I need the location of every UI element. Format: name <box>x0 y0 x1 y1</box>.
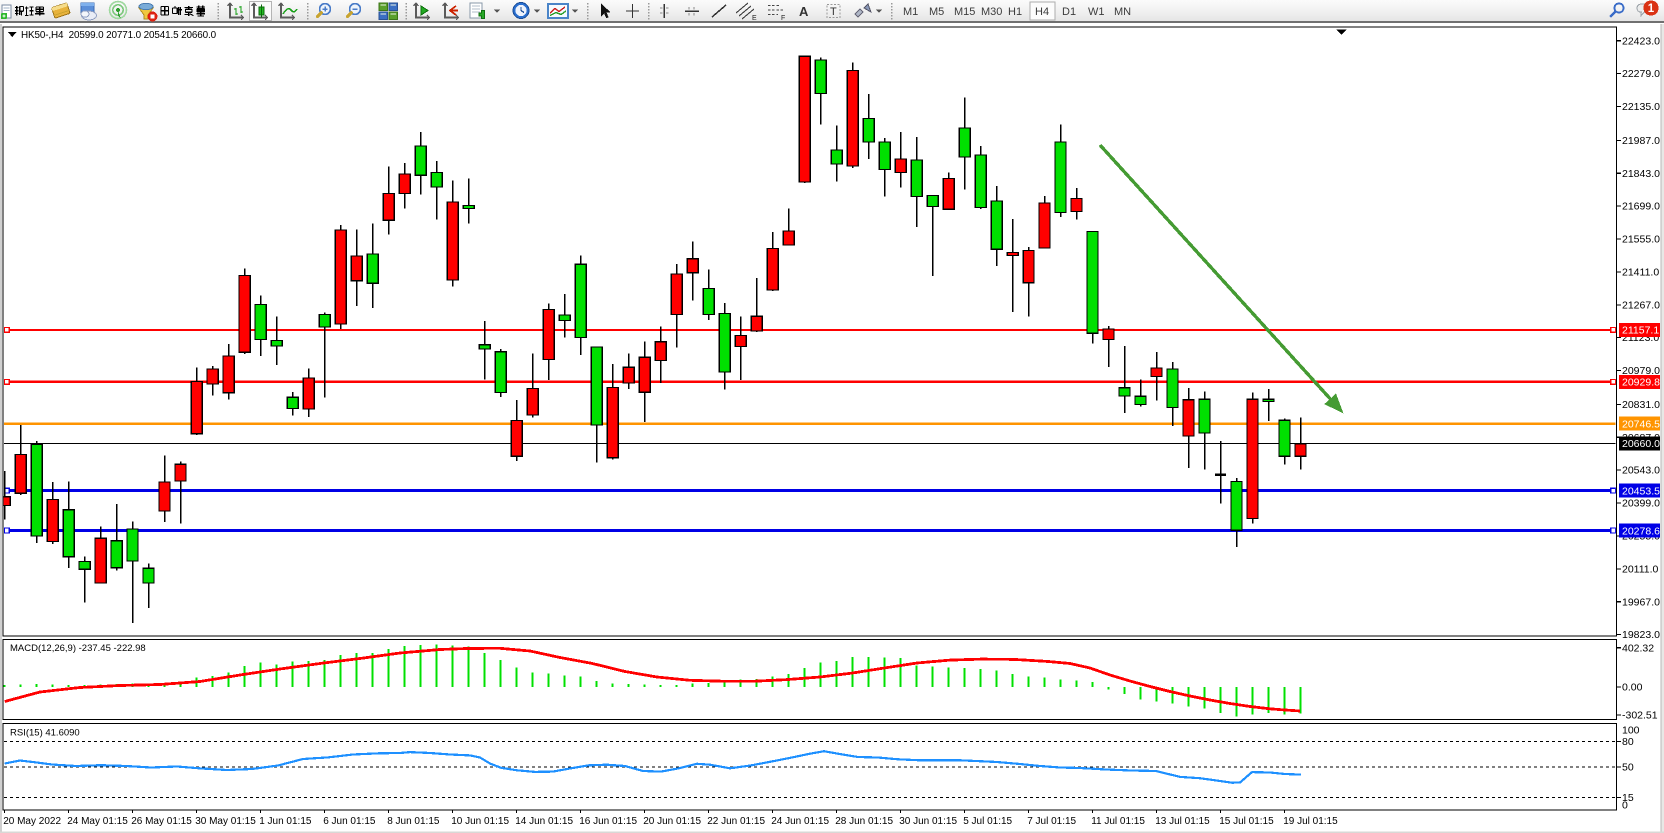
svg-text:MACD(12,26,9) -237.45 -222.98: MACD(12,26,9) -237.45 -222.98 <box>10 643 146 654</box>
svg-text:H1: H1 <box>1008 6 1022 18</box>
svg-text:M30: M30 <box>981 6 1002 18</box>
svg-text:20979.0: 20979.0 <box>1622 365 1660 377</box>
svg-text:21555.0: 21555.0 <box>1622 234 1660 246</box>
svg-text:22135.0: 22135.0 <box>1622 101 1660 113</box>
svg-text:D1: D1 <box>1062 6 1076 18</box>
svg-text:6 Jun 01:15: 6 Jun 01:15 <box>323 816 376 827</box>
svg-text:24 May 01:15: 24 May 01:15 <box>67 816 128 827</box>
svg-text:H4: H4 <box>1035 6 1049 18</box>
svg-text:20 May 2022: 20 May 2022 <box>3 816 61 827</box>
svg-text:20660.0: 20660.0 <box>1622 438 1660 450</box>
svg-text:20453.5: 20453.5 <box>1622 485 1660 497</box>
svg-text:0: 0 <box>1622 799 1628 811</box>
svg-text:RSI(15) 41.6090: RSI(15) 41.6090 <box>10 728 80 739</box>
svg-text:F: F <box>781 15 785 22</box>
svg-text:M1: M1 <box>903 6 918 18</box>
svg-text:M5: M5 <box>929 6 944 18</box>
svg-text:21699.0: 21699.0 <box>1622 201 1660 213</box>
svg-text:W1: W1 <box>1088 6 1105 18</box>
svg-text:HK50-,H4 20599.0 20771.0 2054: HK50-,H4 20599.0 20771.0 20541.5 20660.0 <box>21 30 217 41</box>
svg-text:20399.0: 20399.0 <box>1622 498 1660 510</box>
svg-text:22 Jun 01:15: 22 Jun 01:15 <box>707 816 765 827</box>
svg-text:1: 1 <box>1648 3 1655 15</box>
svg-text:22279.0: 22279.0 <box>1622 68 1660 80</box>
svg-text:13 Jul 01:15: 13 Jul 01:15 <box>1155 816 1210 827</box>
svg-text:21411.0: 21411.0 <box>1622 267 1659 279</box>
svg-text:0.00: 0.00 <box>1622 682 1643 694</box>
svg-text:30 Jun 01:15: 30 Jun 01:15 <box>899 816 957 827</box>
svg-text:26 May 01:15: 26 May 01:15 <box>131 816 192 827</box>
svg-text:50: 50 <box>1622 762 1634 774</box>
svg-text:19967.0: 19967.0 <box>1622 596 1660 608</box>
svg-text:19 Jul 01:15: 19 Jul 01:15 <box>1283 816 1338 827</box>
svg-text:M15: M15 <box>954 6 975 18</box>
svg-text:1 Jun 01:15: 1 Jun 01:15 <box>259 816 312 827</box>
svg-text:-302.51: -302.51 <box>1622 710 1658 722</box>
svg-text:21987.0: 21987.0 <box>1622 135 1660 147</box>
svg-text:402.32: 402.32 <box>1622 642 1654 654</box>
svg-text:16 Jun 01:15: 16 Jun 01:15 <box>579 816 637 827</box>
svg-text:19823.0: 19823.0 <box>1622 629 1660 641</box>
svg-text:21267.0: 21267.0 <box>1622 299 1660 311</box>
svg-text:20746.5: 20746.5 <box>1622 419 1660 431</box>
svg-text:28 Jun 01:15: 28 Jun 01:15 <box>835 816 893 827</box>
svg-text:14 Jun 01:15: 14 Jun 01:15 <box>515 816 573 827</box>
svg-text:15: 15 <box>1622 792 1634 804</box>
svg-text:21843.0: 21843.0 <box>1622 168 1660 180</box>
svg-text:22423.0: 22423.0 <box>1622 35 1660 47</box>
svg-text:11 Jul 01:15: 11 Jul 01:15 <box>1091 816 1145 827</box>
svg-text:30 May 01:15: 30 May 01:15 <box>195 816 256 827</box>
svg-text:5 Jul 01:15: 5 Jul 01:15 <box>963 816 1012 827</box>
svg-text:20111.0: 20111.0 <box>1622 563 1659 575</box>
svg-text:20543.0: 20543.0 <box>1622 465 1660 477</box>
svg-text:100: 100 <box>1622 724 1640 736</box>
svg-text:A: A <box>799 4 809 19</box>
svg-text:MN: MN <box>1114 6 1131 18</box>
svg-text:20831.0: 20831.0 <box>1622 399 1660 411</box>
svg-text:15 Jul 01:15: 15 Jul 01:15 <box>1219 816 1274 827</box>
svg-text:T: T <box>830 6 837 18</box>
svg-text:20929.8: 20929.8 <box>1622 377 1660 389</box>
svg-text:E: E <box>752 15 757 22</box>
svg-text:20 Jun 01:15: 20 Jun 01:15 <box>643 816 701 827</box>
svg-text:7 Jul 01:15: 7 Jul 01:15 <box>1027 816 1076 827</box>
svg-text:8 Jun 01:15: 8 Jun 01:15 <box>387 816 440 827</box>
svg-text:20278.6: 20278.6 <box>1622 525 1660 537</box>
svg-text:21157.1: 21157.1 <box>1622 325 1659 337</box>
svg-text:10 Jun 01:15: 10 Jun 01:15 <box>451 816 509 827</box>
svg-text:24 Jun 01:15: 24 Jun 01:15 <box>771 816 829 827</box>
svg-text:80: 80 <box>1622 736 1634 748</box>
